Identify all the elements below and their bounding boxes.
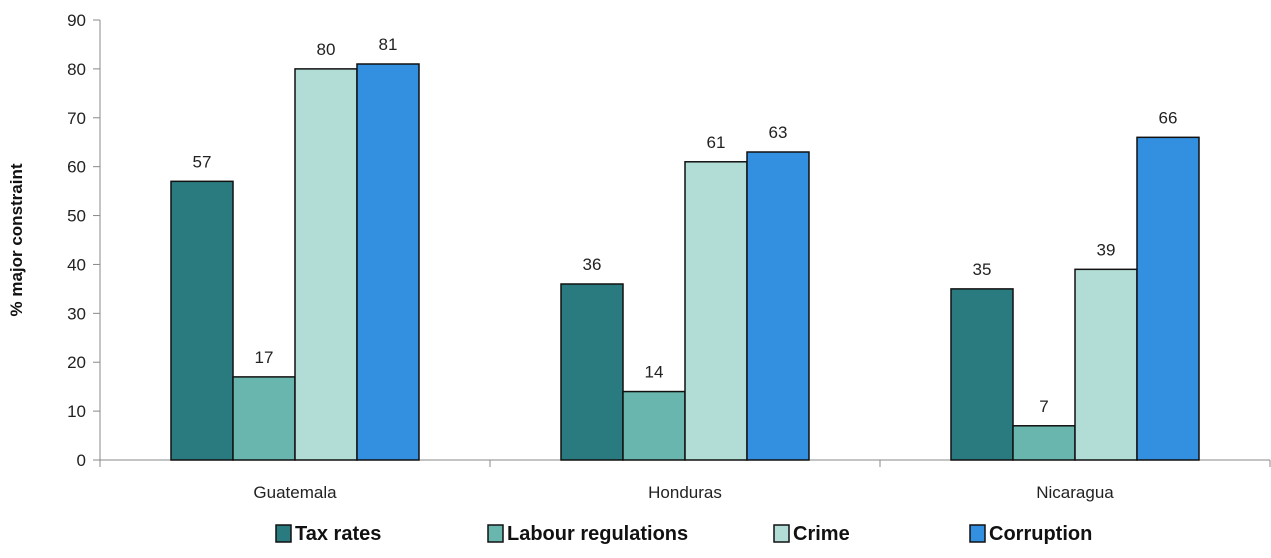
bar xyxy=(950,288,1014,461)
bars xyxy=(170,63,1200,461)
bar xyxy=(232,376,296,461)
x-category-label: Guatemala xyxy=(253,483,337,502)
data-label: 7 xyxy=(1039,397,1048,416)
bar xyxy=(746,151,810,461)
data-label: 81 xyxy=(379,35,398,54)
y-axis-title: % major constraint xyxy=(7,163,26,316)
legend-swatch xyxy=(969,524,986,543)
legend-swatch xyxy=(773,524,790,543)
bar xyxy=(1136,136,1200,461)
data-label: 36 xyxy=(583,255,602,274)
data-label: 35 xyxy=(973,260,992,279)
y-tick-label: 20 xyxy=(67,353,86,372)
bar xyxy=(170,180,234,461)
y-tick-label: 60 xyxy=(67,158,86,177)
data-label: 66 xyxy=(1159,108,1178,127)
legend-label: Corruption xyxy=(989,523,1092,545)
y-tick-label: 0 xyxy=(77,451,86,470)
data-labels: 57 17 80 81 36 14 61 63 35 7 39 66 xyxy=(193,35,1178,416)
data-label: 14 xyxy=(645,363,664,382)
x-category-label: Honduras xyxy=(648,483,722,502)
x-axis: Guatemala Honduras Nicaragua xyxy=(99,459,1271,502)
legend-label: Labour regulations xyxy=(507,523,688,545)
y-tick-label: 10 xyxy=(67,402,86,421)
data-label: 61 xyxy=(707,133,726,152)
y-tick-label: 90 xyxy=(67,11,86,30)
y-tick-label: 80 xyxy=(67,60,86,79)
data-label: 57 xyxy=(193,152,212,171)
bar xyxy=(1074,268,1138,461)
x-category-label: Nicaragua xyxy=(1036,483,1114,502)
y-axis: 0 10 20 30 40 50 60 70 80 90 xyxy=(67,11,101,470)
legend-swatch xyxy=(487,524,504,543)
legend-label: Tax rates xyxy=(295,523,381,545)
y-tick-label: 40 xyxy=(67,255,86,274)
bar xyxy=(294,68,358,461)
data-label: 80 xyxy=(317,40,336,59)
bar xyxy=(1012,425,1076,461)
y-tick-label: 70 xyxy=(67,109,86,128)
legend-swatch xyxy=(275,524,292,543)
y-tick-label: 30 xyxy=(67,304,86,323)
data-label: 39 xyxy=(1097,240,1116,259)
legend: Tax rates Labour regulations Crime Corrupti… xyxy=(275,523,1092,545)
bar xyxy=(560,283,624,461)
data-label: 17 xyxy=(255,348,274,367)
y-tick-label: 50 xyxy=(67,207,86,226)
bar xyxy=(622,390,686,461)
bar xyxy=(356,63,420,461)
bar xyxy=(684,161,748,461)
legend-label: Crime xyxy=(793,523,850,545)
data-label: 63 xyxy=(769,123,788,142)
